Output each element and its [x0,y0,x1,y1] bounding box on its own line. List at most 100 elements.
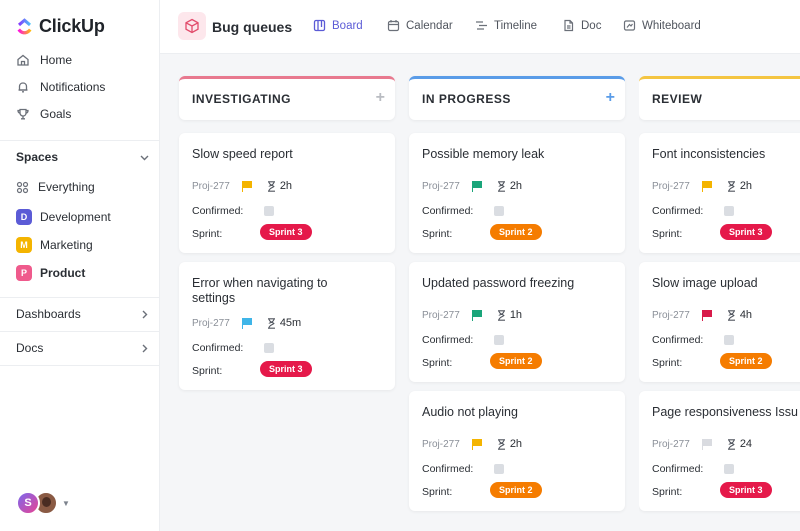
sprint-badge[interactable]: Sprint 2 [490,482,542,498]
flag-icon[interactable] [471,310,483,321]
task-card[interactable]: Updated password freezing Proj-277 1h Co… [409,262,625,382]
grid-icon [16,181,29,193]
app-name: ClickUp [39,16,105,36]
sprint-badge[interactable]: Sprint 3 [260,361,312,377]
tab-doc-label: Doc [581,19,602,32]
card-title: Font inconsistencies [652,147,766,161]
sprint-badge[interactable]: Sprint 3 [720,224,772,240]
space-product-label: Product [40,266,86,280]
confirmed-label: Confirmed: [652,463,704,475]
flag-icon[interactable] [701,310,713,321]
doc-icon [564,19,574,32]
tab-board[interactable]: Board [313,19,363,32]
card-meta: Proj-277 4h [652,309,752,321]
tab-calendar[interactable]: Calendar [387,19,453,32]
space-badge: D [16,209,32,225]
confirmed-checkbox[interactable] [724,464,734,474]
card-meta: Proj-277 2h [192,180,292,192]
confirmed-checkbox[interactable] [494,335,504,345]
confirmed-checkbox[interactable] [724,206,734,216]
task-card[interactable]: Font inconsistencies Proj-277 2h Confirm… [639,133,800,253]
task-id: Proj-277 [192,180,230,192]
time-estimate: 24 [739,438,753,450]
sprint-badge[interactable]: Sprint 2 [720,353,772,369]
flag-icon[interactable] [241,181,253,192]
column-title: IN PROGRESS [422,92,511,106]
avatar[interactable]: S [16,491,40,515]
task-card[interactable]: Page responsiveness Issu Proj-277 24 Con… [639,391,800,511]
flag-icon[interactable] [701,181,713,192]
docs-row[interactable]: Docs [16,341,150,355]
timeline-icon [476,21,487,30]
app-logo[interactable]: ClickUp [16,16,105,37]
task-card[interactable]: Audio not playing Proj-277 2h Confirmed:… [409,391,625,511]
task-card[interactable]: Possible memory leak Proj-277 2h Confirm… [409,133,625,253]
nav-notifications[interactable]: Notifications [16,80,105,94]
task-id: Proj-277 [192,317,230,329]
task-card[interactable]: Slow speed report Proj-277 2h Confirmed:… [179,133,395,253]
sprint-label: Sprint: [652,357,683,369]
trophy-icon [17,108,29,120]
plus-icon[interactable]: + [605,89,615,106]
user-menu[interactable]: S ▼ [16,491,70,515]
caret-down-icon[interactable]: ▼ [62,498,70,508]
hourglass-icon [727,438,735,450]
space-everything-label: Everything [38,180,95,194]
space-badge: M [16,237,32,253]
sprint-label: Sprint: [652,486,683,498]
tab-whiteboard[interactable]: Whiteboard [623,19,701,32]
space-development[interactable]: D Development [16,209,111,225]
card-meta: Proj-277 2h [422,438,522,450]
card-title: Error when navigating to settings [192,276,328,305]
card-title: Possible memory leak [422,147,545,161]
task-id: Proj-277 [652,438,690,450]
tab-calendar-label: Calendar [406,19,453,32]
sprint-label: Sprint: [422,357,453,369]
space-marketing[interactable]: M Marketing [16,237,93,253]
confirmed-label: Confirmed: [422,205,474,217]
task-card[interactable]: Error when navigating to settings Proj-2… [179,262,395,390]
space-everything[interactable]: Everything [16,180,95,194]
sprint-badge[interactable]: Sprint 3 [260,224,312,240]
board-column-review: REVIEW Font inconsistencies Proj-277 2h … [639,76,800,531]
nav-goals[interactable]: Goals [16,107,71,121]
time-estimate: 2h [739,180,753,192]
sprint-badge[interactable]: Sprint 3 [720,482,772,498]
nav-goals-label: Goals [40,107,72,121]
sprint-badge[interactable]: Sprint 2 [490,224,542,240]
card-title: Audio not playing [422,405,518,419]
flag-icon[interactable] [241,318,253,329]
task-card[interactable]: Slow image upload Proj-277 4h Confirmed:… [639,262,800,382]
card-meta: Proj-277 1h [422,309,522,321]
hourglass-icon [497,438,505,450]
nav-home[interactable]: Home [16,53,72,67]
card-title: Updated password freezing [422,276,575,290]
chevron-down-icon[interactable] [139,152,150,163]
sprint-label: Sprint: [422,228,453,240]
whiteboard-icon [623,20,636,31]
time-estimate: 2h [509,438,523,450]
space-product[interactable]: P Product [16,265,85,281]
sidebar-divider [0,140,160,141]
chevron-right-icon[interactable] [139,343,150,354]
confirmed-label: Confirmed: [192,342,244,354]
sprint-badge[interactable]: Sprint 2 [490,353,542,369]
plus-icon[interactable]: + [375,89,385,106]
clickup-logo-icon [17,18,32,35]
chevron-right-icon[interactable] [139,309,150,320]
confirmed-checkbox[interactable] [724,335,734,345]
confirmed-checkbox[interactable] [264,206,274,216]
confirmed-checkbox[interactable] [494,464,504,474]
header: Bug queues Board Calendar Timeline Doc W… [160,0,800,54]
hourglass-icon [267,180,275,192]
hourglass-icon [497,180,505,192]
flag-icon[interactable] [701,439,713,450]
tab-timeline[interactable]: Timeline [475,19,537,32]
confirmed-checkbox[interactable] [264,343,274,353]
spaces-header[interactable]: Spaces [16,150,150,164]
dashboards-row[interactable]: Dashboards [16,307,150,321]
flag-icon[interactable] [471,181,483,192]
flag-icon[interactable] [471,439,483,450]
tab-doc[interactable]: Doc [562,19,601,32]
confirmed-checkbox[interactable] [494,206,504,216]
